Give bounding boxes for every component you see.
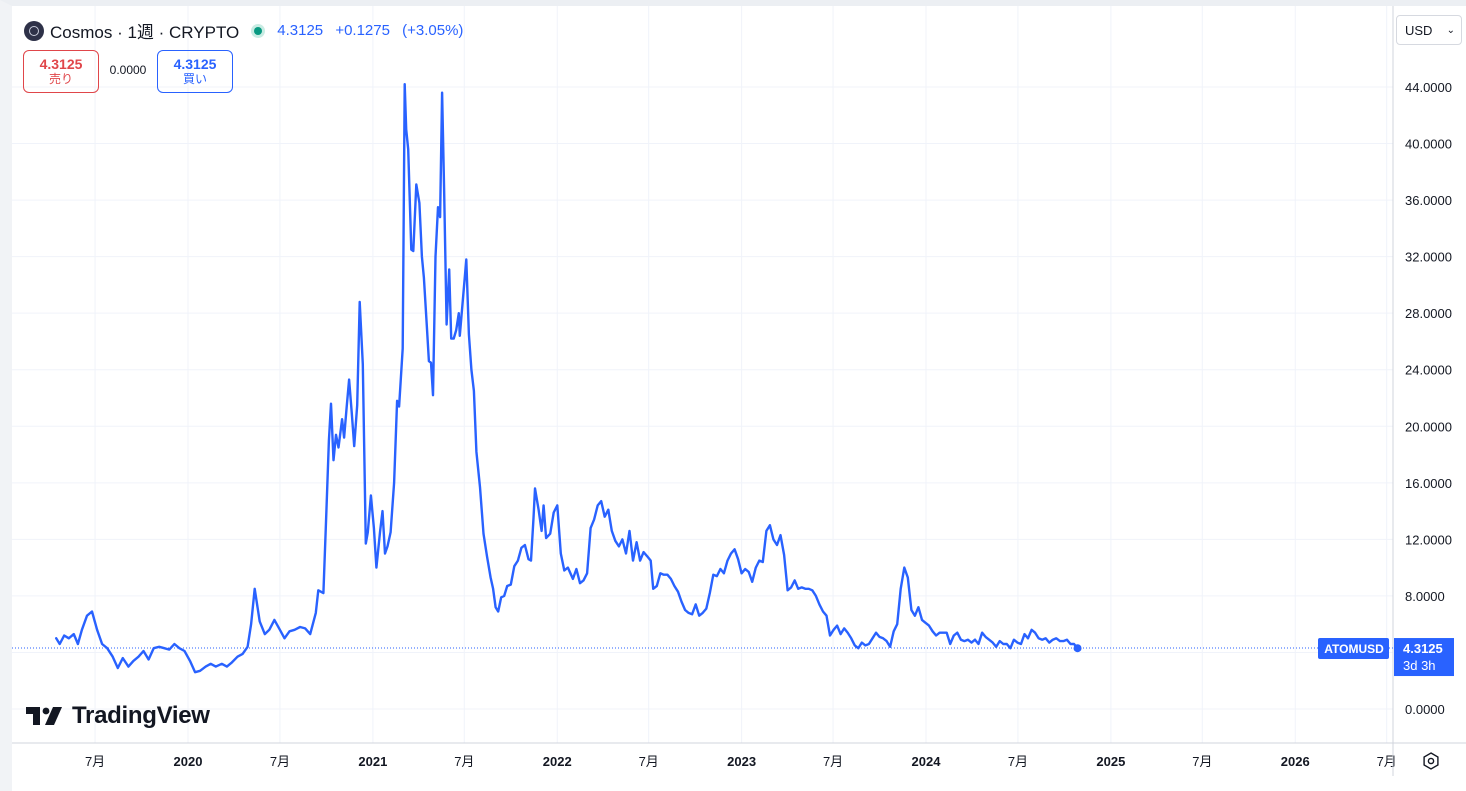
price-label-box: [1394, 638, 1454, 677]
y-tick-label: 16.0000: [1405, 476, 1452, 491]
x-tick-label: 7月: [1192, 754, 1212, 769]
y-tick-label: 24.0000: [1405, 363, 1452, 378]
x-tick-label: 2026: [1281, 754, 1310, 769]
sell-label: 売り: [48, 72, 73, 86]
symbol-label: ATOMUSD: [1324, 642, 1384, 656]
x-tick-label: 2024: [912, 754, 942, 769]
x-tick-label: 7月: [1377, 754, 1397, 769]
price-line: [55, 83, 1079, 674]
chevron-down-icon: ⌄: [1446, 24, 1455, 36]
price-change: +0.1275: [335, 22, 390, 39]
x-tick-label: 7月: [454, 754, 474, 769]
x-tick-label: 7月: [270, 754, 290, 769]
x-tick-label: 2020: [174, 754, 203, 769]
buy-price: 4.3125: [173, 56, 217, 72]
y-tick-label: 44.0000: [1405, 80, 1452, 95]
currency-selector[interactable]: USD ⌄: [1396, 15, 1462, 45]
tradingview-logo[interactable]: TradingView: [26, 702, 210, 730]
x-tick-label: 2022: [543, 754, 572, 769]
grid: [12, 6, 1393, 743]
y-tick-label: 20.0000: [1405, 419, 1452, 434]
axes: 0.0000 8.0000 12.0000 16.0000 20.0000 24.0000…: [12, 6, 1466, 776]
y-tick-label: 40.0000: [1405, 137, 1452, 152]
last-price-marker: ATOMUSD 4.3125 3d 3h: [12, 638, 1454, 677]
spread-value: 0.0000: [109, 63, 147, 77]
chart-legend: Cosmos · 1週 · CRYPTO 4.3125 +0.1275 (+3.…: [24, 18, 471, 43]
sell-price: 4.3125: [39, 56, 83, 72]
currency-value: USD: [1405, 22, 1433, 38]
y-tick-label: 12.0000: [1405, 532, 1452, 547]
x-tick-label: 2021: [358, 754, 387, 769]
price-readout: 4.3125 +0.1275 (+3.05%): [277, 22, 471, 39]
y-tick-label: 32.0000: [1405, 250, 1452, 265]
y-tick-label: 8.0000: [1405, 589, 1445, 604]
y-tick-label: 0.0000: [1405, 702, 1445, 717]
symbol-title[interactable]: Cosmos · 1週 · CRYPTO: [50, 23, 240, 42]
x-tick-label: 7月: [823, 754, 843, 769]
price-series: [55, 83, 1079, 674]
symbol-label-box: [1318, 638, 1389, 660]
tradingview-mark-icon: [26, 707, 62, 725]
price-change-percent: (+3.05%): [402, 22, 464, 39]
x-tick-label: 7月: [639, 754, 659, 769]
y-tick-label: 36.0000: [1405, 193, 1452, 208]
countdown-label: 3d 3h: [1403, 658, 1436, 673]
tradingview-wordmark: TradingView: [72, 702, 210, 729]
last-point-dot: [1073, 644, 1082, 653]
x-tick-label: 7月: [1008, 754, 1028, 769]
gear-icon[interactable]: [1419, 749, 1443, 773]
market-open-icon: [251, 23, 266, 38]
x-tick-label: 2023: [727, 754, 756, 769]
buy-button[interactable]: 4.3125 買い: [157, 50, 233, 93]
buy-label: 買い: [182, 72, 207, 86]
y-tick-label: 28.0000: [1405, 306, 1452, 321]
price-label: 4.3125: [1403, 641, 1443, 656]
x-tick-label: 2025: [1096, 754, 1125, 769]
last-price: 4.3125: [277, 22, 324, 39]
x-tick-label: 7月: [85, 754, 105, 769]
cosmos-logo-icon: [24, 20, 44, 41]
sell-button[interactable]: 4.3125 売り: [23, 50, 99, 93]
